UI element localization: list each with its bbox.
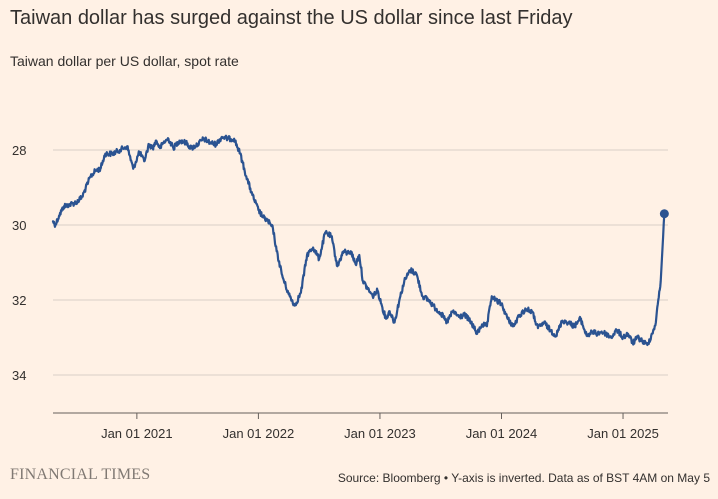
gridlines (53, 149, 668, 376)
series-group (51, 134, 669, 347)
x-tick-label-2023: Jan 01 2023 (344, 426, 416, 441)
x-tick-label-2022: Jan 01 2022 (223, 426, 295, 441)
y-tick-label-34: 34 (12, 368, 26, 383)
series-line-twd-usd (51, 134, 666, 347)
y-tick-label-30: 30 (12, 218, 26, 233)
latest-value-marker (659, 209, 669, 219)
x-tick-label-2025: Jan 01 2025 (587, 426, 659, 441)
x-tick-label-2021: Jan 01 2021 (101, 426, 173, 441)
brand-logo: FINANCIAL TIMES (10, 466, 151, 483)
y-axis-labels: 28 30 32 34 (12, 143, 26, 383)
x-axis-ticks: Jan 01 2021 Jan 01 2022 Jan 01 2023 Jan 01 … (101, 413, 659, 441)
y-tick-label-28: 28 (12, 143, 26, 158)
y-tick-label-32: 32 (12, 293, 26, 308)
x-tick-label-2024: Jan 01 2024 (466, 426, 538, 441)
chart-title: Taiwan dollar has surged against the US … (10, 7, 573, 29)
source-note: Source: Bloomberg • Y-axis is inverted. … (337, 471, 710, 485)
chart-subtitle: Taiwan dollar per US dollar, spot rate (10, 53, 239, 69)
